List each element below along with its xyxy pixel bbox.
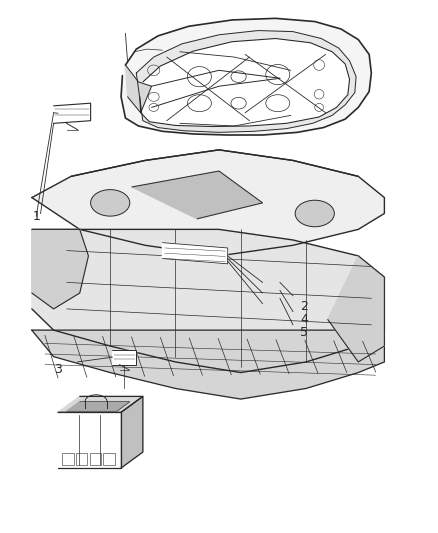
Polygon shape xyxy=(53,103,91,123)
Polygon shape xyxy=(32,330,385,399)
Bar xyxy=(103,453,115,465)
Text: 4: 4 xyxy=(300,313,308,326)
Polygon shape xyxy=(136,30,356,132)
Polygon shape xyxy=(121,397,143,468)
Text: 2: 2 xyxy=(300,300,308,313)
Bar xyxy=(62,453,74,465)
Ellipse shape xyxy=(295,200,334,227)
Polygon shape xyxy=(113,350,136,365)
Text: 5: 5 xyxy=(300,326,308,340)
Bar xyxy=(89,453,101,465)
Polygon shape xyxy=(32,229,88,309)
Bar xyxy=(76,453,87,465)
Polygon shape xyxy=(32,150,385,256)
Polygon shape xyxy=(140,38,350,126)
Ellipse shape xyxy=(91,190,130,216)
Text: 1: 1 xyxy=(32,209,40,223)
Polygon shape xyxy=(132,171,262,219)
Polygon shape xyxy=(121,18,371,135)
Polygon shape xyxy=(58,413,121,468)
Polygon shape xyxy=(328,256,385,362)
Polygon shape xyxy=(58,397,143,413)
Text: 3: 3 xyxy=(54,364,62,376)
Polygon shape xyxy=(32,229,385,373)
Polygon shape xyxy=(162,243,228,264)
Polygon shape xyxy=(67,402,130,411)
Polygon shape xyxy=(125,65,152,113)
